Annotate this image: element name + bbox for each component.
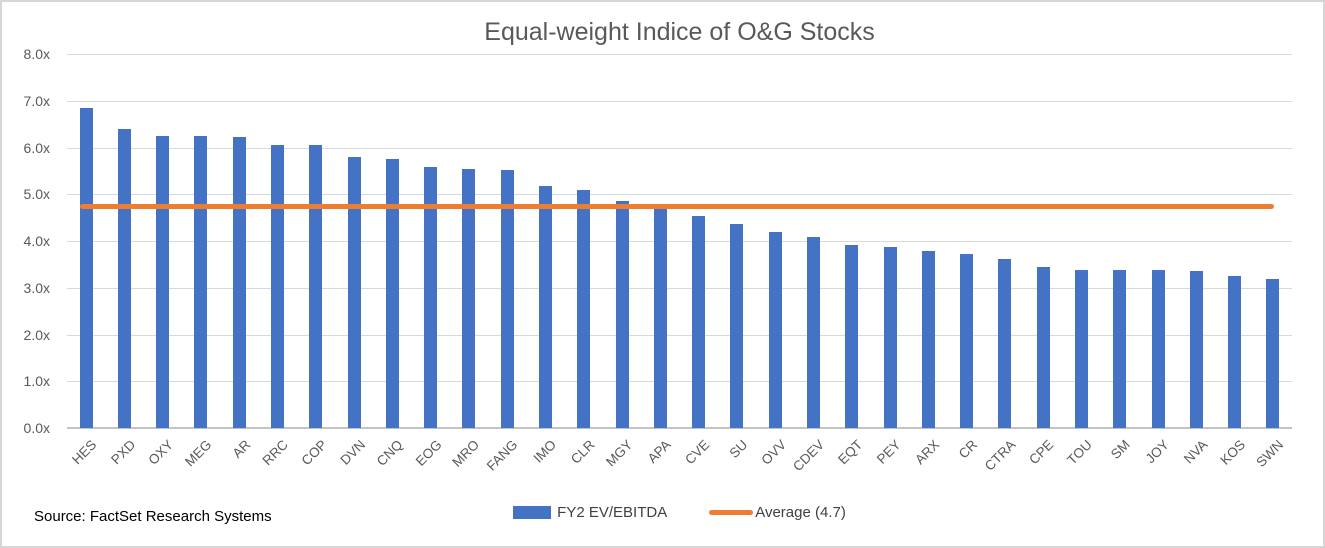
x-tick-label-SU: SU [726,437,751,461]
x-tick-label-EQT: EQT [835,437,866,468]
x-tick-label-HES: HES [69,437,100,468]
bar-ARX [921,250,935,428]
bar-NVA [1189,270,1203,428]
gridline-3 [67,287,1292,289]
chart-title: Equal-weight Indice of O&G Stocks [484,18,875,46]
bar-DVN [347,156,361,428]
x-tick-label-JOY: JOY [1142,437,1172,467]
gridline-5 [67,194,1292,196]
average-line [80,203,1274,209]
bar-CDEV [806,236,820,428]
bar-SM [1113,270,1127,428]
bar-AR [232,137,246,428]
gridline-1 [67,381,1292,383]
series-swatch-icon [513,506,552,519]
legend-item-series: FY2 EV/EBITDA [513,504,667,521]
bar-PEY [883,247,897,428]
bar-JOY [1151,270,1165,428]
x-tick-label-MRO: MRO [449,437,483,470]
bar-APA [653,208,667,428]
gridline-2 [67,334,1292,336]
x-tick-label-CLR: CLR [567,437,598,467]
bar-OVV [768,232,782,428]
average-swatch-icon [709,510,754,515]
y-tick-label: 1.0x [23,373,50,390]
x-tick-label-PEY: PEY [873,437,904,467]
y-tick-label: 4.0x [23,233,50,249]
x-tick-label-CNQ: CNQ [374,437,406,469]
y-tick-label: 0.0x [23,420,50,436]
gridline-7 [67,100,1292,102]
x-tick-label-CPE: CPE [1026,437,1057,468]
y-tick-label: 7.0x [23,92,50,109]
x-tick-label-OVV: OVV [758,437,789,468]
x-tick-label-EOG: EOG [412,437,445,469]
x-tick-label-SM: SM [1108,437,1134,462]
bar-OXY [156,135,170,428]
y-tick-label: 3.0x [23,279,50,296]
bar-CTRA [998,258,1012,428]
x-tick-label-APA: APA [644,437,674,467]
source-note: Source: FactSet Research Systems [34,508,272,525]
x-tick-label-OXY: OXY [145,437,177,468]
bar-MEG [194,135,208,428]
bar-EQT [845,244,859,428]
bar-CPE [1036,267,1050,428]
x-tick-label-ARX: ARX [911,437,942,468]
gridline-0 [67,427,1292,429]
x-tick-label-COP: COP [298,437,330,469]
bar-IMO [539,186,553,428]
bar-MGY [615,201,629,428]
series-legend-label: FY2 EV/EBITDA [557,504,668,521]
legend: FY2 EV/EBITDA Average (4.7) [67,504,1292,521]
bar-MRO [462,168,476,428]
bar-HES [79,107,93,428]
bar-PXD [117,128,131,428]
x-tick-label-MEG: MEG [182,437,215,470]
plot-area [67,54,1292,429]
x-tick-label-PXD: PXD [107,437,139,468]
bar-CVE [692,216,706,428]
x-tick-label-NVA: NVA [1180,437,1210,467]
y-tick-label: 5.0x [23,186,50,203]
x-tick-label-IMO: IMO [530,437,560,466]
gridline-6 [67,147,1292,149]
x-tick-label-SWN: SWN [1253,437,1287,470]
legend-item-average: Average (4.7) [709,504,846,521]
bar-RRC [271,144,285,428]
x-tick-label-FANG: FANG [484,437,521,474]
bar-SU [730,224,744,428]
y-tick-label: 6.0x [23,139,50,156]
bar-COP [309,145,323,428]
bar-CNQ [385,158,399,428]
x-tick-label-CDEV: CDEV [789,437,828,475]
x-tick-label-RRC: RRC [259,437,292,469]
bar-CR [960,254,974,428]
gridline-4 [67,241,1292,242]
gridline-8 [67,54,1292,55]
bar-TOU [1074,269,1088,428]
y-tick-label: 8.0x [23,46,50,62]
bar-SWN [1266,279,1280,428]
bar-CLR [577,190,591,428]
x-tick-label-CTRA: CTRA [981,437,1019,474]
x-tick-label-MGY: MGY [603,437,636,470]
bar-KOS [1228,276,1242,428]
x-tick-label-AR: AR [228,437,253,461]
bar-EOG [424,167,438,428]
bar-FANG [500,169,514,428]
x-tick-label-DVN: DVN [336,437,368,468]
y-tick-label: 2.0x [23,326,50,343]
x-tick-label-CVE: CVE [682,437,713,468]
x-tick-label-CR: CR [955,437,981,462]
x-tick-label-KOS: KOS [1217,437,1249,468]
x-tick-label-TOU: TOU [1064,437,1096,468]
average-legend-label: Average (4.7) [755,504,846,521]
